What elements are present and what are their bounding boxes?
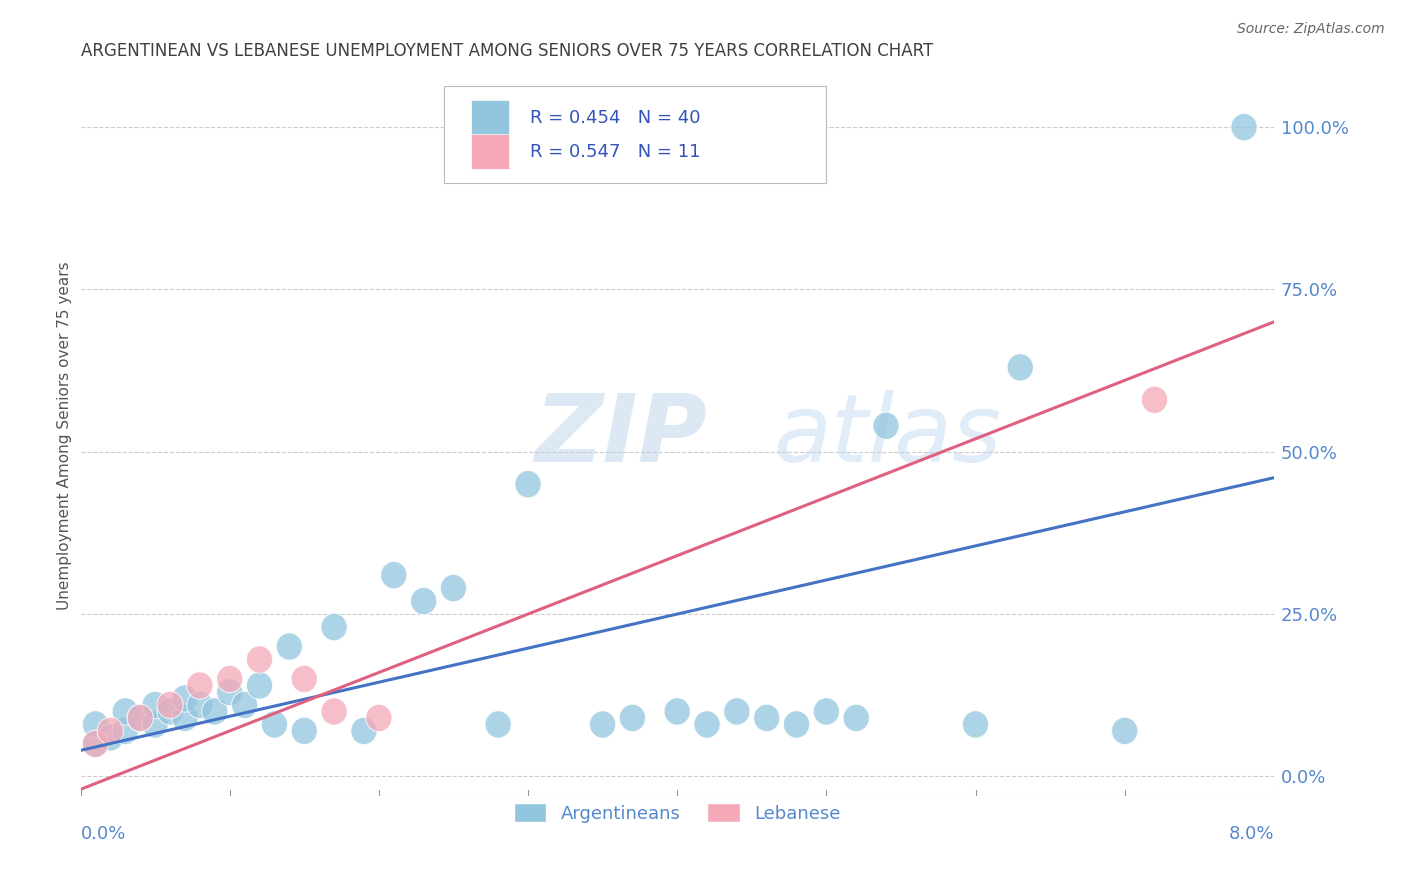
Ellipse shape bbox=[589, 711, 616, 738]
Ellipse shape bbox=[127, 705, 153, 731]
Ellipse shape bbox=[217, 665, 243, 693]
Ellipse shape bbox=[127, 705, 153, 731]
Ellipse shape bbox=[291, 665, 318, 693]
Ellipse shape bbox=[1112, 717, 1137, 745]
Ellipse shape bbox=[142, 711, 169, 738]
Ellipse shape bbox=[246, 646, 273, 673]
Ellipse shape bbox=[440, 574, 467, 602]
Ellipse shape bbox=[485, 711, 512, 738]
Text: Source: ZipAtlas.com: Source: ZipAtlas.com bbox=[1237, 22, 1385, 37]
Ellipse shape bbox=[112, 698, 138, 725]
Ellipse shape bbox=[157, 698, 183, 725]
Ellipse shape bbox=[515, 470, 541, 498]
Ellipse shape bbox=[1007, 353, 1033, 381]
Ellipse shape bbox=[366, 705, 392, 731]
Ellipse shape bbox=[232, 691, 257, 719]
Ellipse shape bbox=[97, 723, 124, 751]
FancyBboxPatch shape bbox=[444, 86, 827, 183]
Ellipse shape bbox=[873, 412, 900, 440]
Ellipse shape bbox=[695, 711, 720, 738]
Text: R = 0.454   N = 40: R = 0.454 N = 40 bbox=[530, 109, 702, 127]
Ellipse shape bbox=[352, 717, 377, 745]
Ellipse shape bbox=[262, 711, 288, 738]
Ellipse shape bbox=[411, 588, 437, 615]
Ellipse shape bbox=[963, 711, 988, 738]
FancyBboxPatch shape bbox=[471, 101, 509, 135]
Ellipse shape bbox=[1142, 386, 1167, 414]
Ellipse shape bbox=[619, 705, 645, 731]
Y-axis label: Unemployment Among Seniors over 75 years: Unemployment Among Seniors over 75 years bbox=[58, 261, 72, 610]
Ellipse shape bbox=[112, 717, 138, 745]
Ellipse shape bbox=[321, 698, 347, 725]
Legend: Argentineans, Lebanese: Argentineans, Lebanese bbox=[506, 797, 848, 830]
Text: ZIP: ZIP bbox=[534, 390, 707, 482]
Ellipse shape bbox=[754, 705, 780, 731]
Ellipse shape bbox=[783, 711, 810, 738]
Ellipse shape bbox=[157, 691, 183, 719]
Ellipse shape bbox=[664, 698, 690, 725]
Ellipse shape bbox=[381, 561, 406, 589]
Ellipse shape bbox=[813, 698, 839, 725]
Ellipse shape bbox=[187, 672, 212, 699]
Ellipse shape bbox=[276, 632, 302, 660]
Ellipse shape bbox=[172, 705, 198, 731]
Ellipse shape bbox=[1230, 113, 1257, 141]
Text: atlas: atlas bbox=[773, 390, 1001, 481]
Ellipse shape bbox=[246, 672, 273, 699]
Ellipse shape bbox=[291, 717, 318, 745]
Ellipse shape bbox=[172, 685, 198, 712]
Ellipse shape bbox=[83, 711, 108, 738]
Ellipse shape bbox=[217, 678, 243, 706]
Ellipse shape bbox=[83, 731, 108, 757]
Ellipse shape bbox=[201, 698, 228, 725]
Ellipse shape bbox=[724, 698, 749, 725]
Text: 0.0%: 0.0% bbox=[80, 825, 127, 843]
Ellipse shape bbox=[321, 614, 347, 640]
Text: ARGENTINEAN VS LEBANESE UNEMPLOYMENT AMONG SENIORS OVER 75 YEARS CORRELATION CHA: ARGENTINEAN VS LEBANESE UNEMPLOYMENT AMO… bbox=[80, 42, 932, 60]
Ellipse shape bbox=[844, 705, 869, 731]
Ellipse shape bbox=[97, 717, 124, 745]
Ellipse shape bbox=[187, 691, 212, 719]
Text: R = 0.547   N = 11: R = 0.547 N = 11 bbox=[530, 143, 702, 161]
FancyBboxPatch shape bbox=[471, 135, 509, 169]
Ellipse shape bbox=[83, 731, 108, 757]
Text: 8.0%: 8.0% bbox=[1229, 825, 1274, 843]
Ellipse shape bbox=[142, 691, 169, 719]
